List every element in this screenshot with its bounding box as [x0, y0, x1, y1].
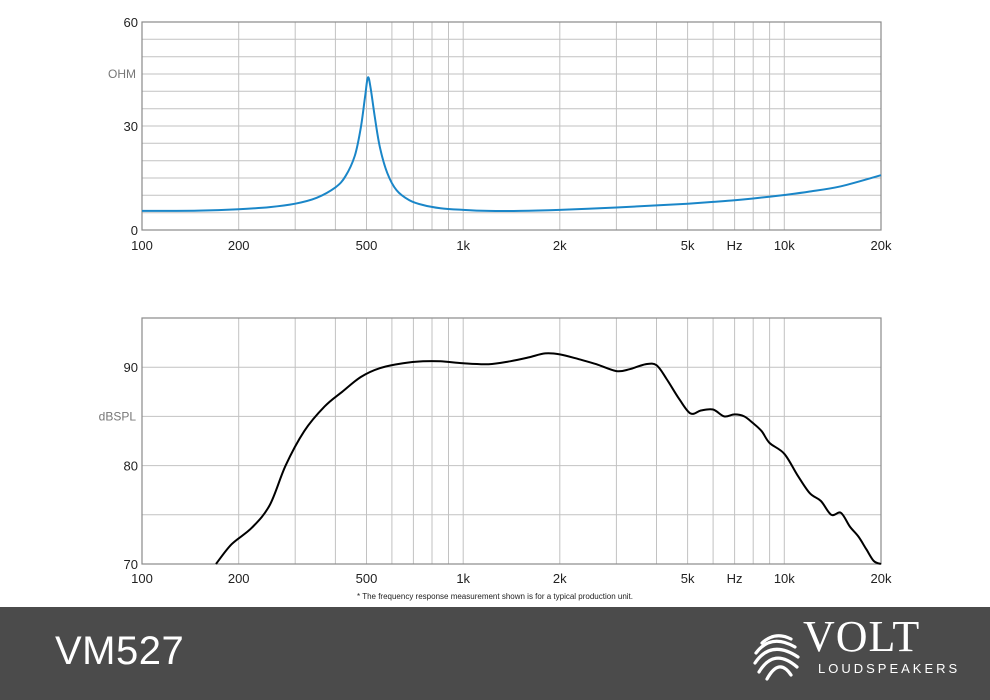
- y-tick-label: 0: [131, 223, 138, 238]
- frequency-response-curve: [215, 352, 882, 565]
- footer-bar: VM527 VOLT LOUDSPEAKERS: [0, 607, 990, 700]
- x-tick-label: 100: [131, 238, 153, 253]
- volt-logo-icon: [753, 634, 800, 681]
- y-tick-label: 30: [124, 119, 138, 134]
- brand-name: VOLT: [803, 612, 921, 661]
- y-axis-unit-label: OHM: [108, 67, 136, 81]
- x-tick-label: 1k: [456, 571, 470, 586]
- y-tick-label: 80: [124, 459, 138, 474]
- charts-area: 100 200 500 1k 2k 5k Hz 10k 20k 0 30 60 OHM 100 200 50…: [99, 15, 892, 601]
- x-tick-label: Hz: [727, 238, 743, 253]
- x-tick-label: 5k: [681, 238, 695, 253]
- x-tick-label: 500: [356, 238, 378, 253]
- frequency-response-chart: 100 200 500 1k 2k 5k Hz 10k 20k 70 80 90 dBSPL: [99, 317, 892, 586]
- x-tick-label: 10k: [774, 238, 795, 253]
- x-tick-label: 500: [356, 571, 378, 586]
- y-axis-unit-label: dBSPL: [99, 409, 137, 423]
- x-tick-label: 2k: [553, 571, 567, 586]
- x-tick-label: Hz: [727, 571, 743, 586]
- impedance-chart: 100 200 500 1k 2k 5k Hz 10k 20k 0 30 60 OHM: [108, 15, 892, 253]
- x-tick-label: 200: [228, 571, 250, 586]
- x-tick-label: 100: [131, 571, 153, 586]
- x-tick-label: 20k: [871, 571, 892, 586]
- x-tick-label: 20k: [871, 238, 892, 253]
- x-tick-label: 2k: [553, 238, 567, 253]
- y-tick-label: 70: [124, 557, 138, 572]
- impedance-curve: [141, 76, 882, 213]
- x-tick-label: 10k: [774, 571, 795, 586]
- brand-tagline: LOUDSPEAKERS: [818, 661, 961, 676]
- x-tick-label: 1k: [456, 238, 470, 253]
- y-tick-label: 60: [124, 15, 138, 30]
- x-tick-label: 200: [228, 238, 250, 253]
- plot-frame: [141, 317, 882, 565]
- footnote: * The frequency response measurement sho…: [357, 592, 633, 601]
- y-tick-label: 90: [124, 360, 138, 375]
- model-name: VM527: [55, 629, 185, 673]
- plot-frame: [141, 21, 882, 231]
- x-tick-label: 5k: [681, 571, 695, 586]
